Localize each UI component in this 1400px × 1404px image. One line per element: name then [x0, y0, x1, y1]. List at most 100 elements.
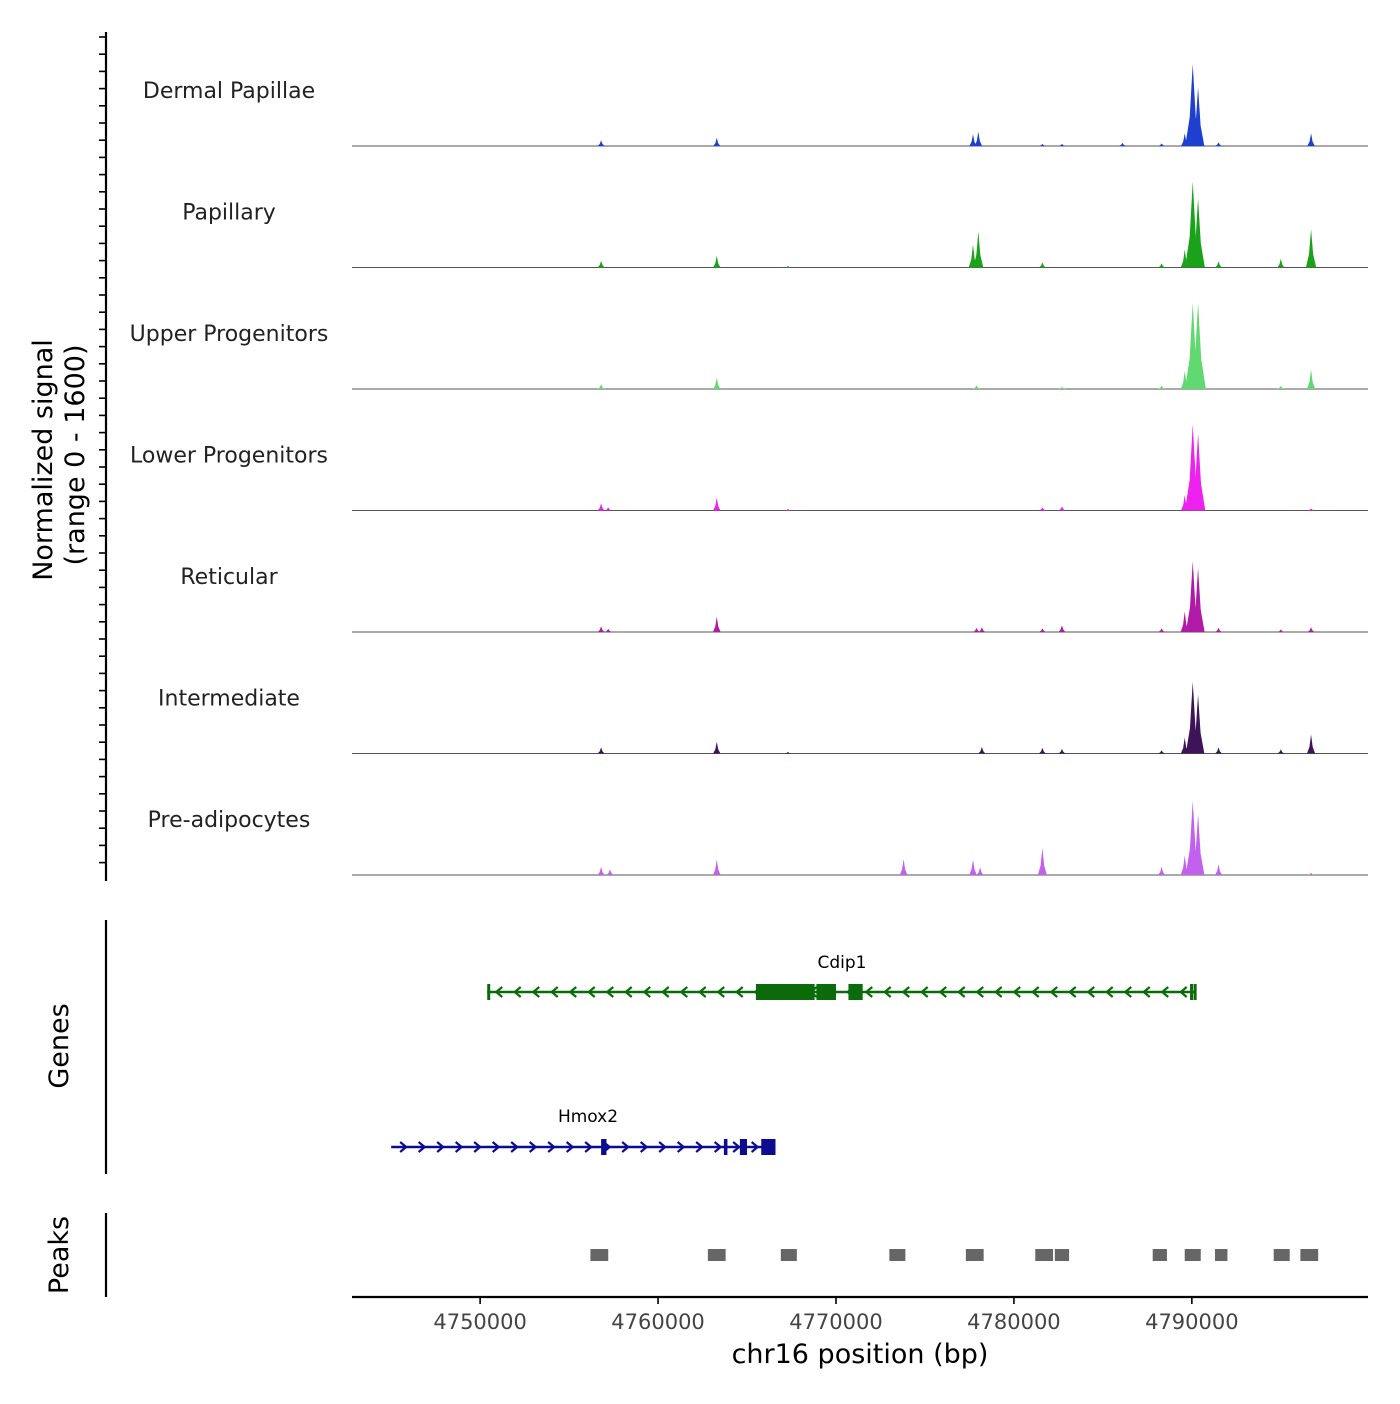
strand-arrow — [920, 986, 929, 998]
signal-peak — [1038, 143, 1046, 146]
signal-peak — [1158, 628, 1166, 632]
gene-exon — [723, 1139, 728, 1155]
peak-region — [590, 1249, 609, 1261]
strand-arrow — [938, 986, 947, 998]
track-intermediate: Intermediate — [158, 681, 1368, 754]
signal-peak — [784, 508, 792, 511]
gene-exon — [755, 984, 815, 1000]
signal-peak — [1307, 627, 1315, 632]
signal-peak — [713, 497, 721, 511]
signal-peak — [1158, 866, 1166, 875]
signal-peak — [1306, 369, 1316, 389]
signal-peak — [597, 260, 605, 268]
signal-peak — [974, 131, 983, 146]
signal-peak — [1307, 872, 1315, 875]
signal-peak — [1038, 507, 1046, 511]
signal-peak — [597, 384, 605, 389]
signal-peak — [973, 627, 981, 632]
strand-arrow — [584, 1141, 593, 1153]
strand-arrow — [676, 1141, 686, 1153]
peak-region — [889, 1249, 906, 1261]
signal-peak — [784, 751, 792, 754]
signal-peak — [713, 137, 721, 146]
x-tick-label: 4790000 — [1145, 1310, 1239, 1334]
strand-arrow — [698, 986, 707, 998]
strand-arrow — [695, 1141, 704, 1153]
signal-peak — [1190, 303, 1206, 389]
signal-peak — [606, 869, 614, 875]
strand-arrow — [642, 986, 651, 998]
signal-peak — [604, 507, 612, 511]
strand-arrow — [417, 1141, 427, 1153]
signal-peak — [597, 503, 605, 511]
strand-arrow — [679, 986, 688, 998]
signal-peak — [1215, 627, 1223, 632]
strand-arrow — [975, 986, 984, 998]
signal-peak — [1277, 385, 1285, 389]
gene-exon — [1193, 984, 1197, 1000]
track-label: Intermediate — [158, 687, 300, 712]
signal-peak — [1158, 750, 1166, 754]
gene-exon — [1190, 984, 1194, 1000]
gene-label: Hmox2 — [558, 1107, 618, 1127]
track-dermal-papillae: Dermal Papillae — [143, 64, 1368, 147]
signal-peak — [1058, 625, 1066, 632]
peaks-axis-title: Peaks — [44, 1216, 75, 1294]
signal-peak — [1037, 847, 1047, 875]
signal-peak — [713, 741, 721, 754]
track-label: Upper Progenitors — [130, 322, 329, 347]
signal-peak — [1214, 864, 1223, 875]
signal-peak — [713, 377, 721, 389]
peak-region — [1035, 1249, 1054, 1261]
gene-exon — [761, 1139, 776, 1155]
signal-peak — [1038, 262, 1046, 268]
signal-peak — [597, 866, 605, 875]
signal-peak — [1191, 198, 1205, 268]
signal-peak — [1215, 747, 1223, 754]
peak-region — [1214, 1249, 1228, 1261]
signal-peak — [1305, 229, 1317, 268]
signal-peak — [712, 859, 721, 875]
signal-peak — [597, 747, 605, 754]
track-papillary: Papillary — [182, 181, 1368, 268]
peaks-panel — [104, 1213, 1319, 1297]
strand-arrow — [1049, 986, 1058, 998]
signal-peak — [1215, 142, 1223, 146]
signal-peak — [1118, 142, 1126, 146]
signal-peak — [713, 255, 721, 268]
strand-arrow — [399, 1141, 408, 1153]
strand-arrow — [513, 986, 522, 998]
signal-peak — [1038, 747, 1046, 754]
peak-region — [1184, 1249, 1201, 1261]
signal-peak — [1058, 143, 1066, 146]
y-axis-title-line1: Normalized signal — [28, 339, 59, 581]
peak-region — [780, 1249, 797, 1261]
signal-peak — [1058, 506, 1066, 511]
gene-exon — [487, 984, 491, 1000]
strand-arrow — [621, 1141, 630, 1153]
strand-arrow — [957, 986, 966, 998]
strand-arrow — [1142, 986, 1151, 998]
strand-arrow — [864, 986, 873, 998]
genes-panel: Cdip1 Hmox2 — [104, 920, 1197, 1174]
signal-peak — [1191, 567, 1205, 632]
x-axis-title: chr16 position (bp) — [732, 1339, 989, 1370]
strand-arrow — [436, 1141, 445, 1153]
signal-peak — [1058, 386, 1066, 389]
signal-peak — [604, 628, 612, 632]
strand-arrow — [624, 986, 633, 998]
strand-arrow — [587, 986, 596, 998]
strand-arrow — [1123, 986, 1132, 998]
strand-arrow — [1179, 986, 1188, 998]
signal-peak — [969, 134, 977, 146]
genes-axis-title: Genes — [44, 1003, 75, 1088]
signal-peak — [969, 859, 977, 875]
strand-arrow — [473, 1141, 482, 1153]
signal-peak — [973, 231, 984, 268]
signal-peak — [1307, 508, 1315, 511]
signal-peak — [899, 859, 908, 875]
strand-arrow — [1031, 986, 1040, 998]
signal-peak — [1277, 629, 1285, 632]
strand-arrow — [1012, 986, 1021, 998]
